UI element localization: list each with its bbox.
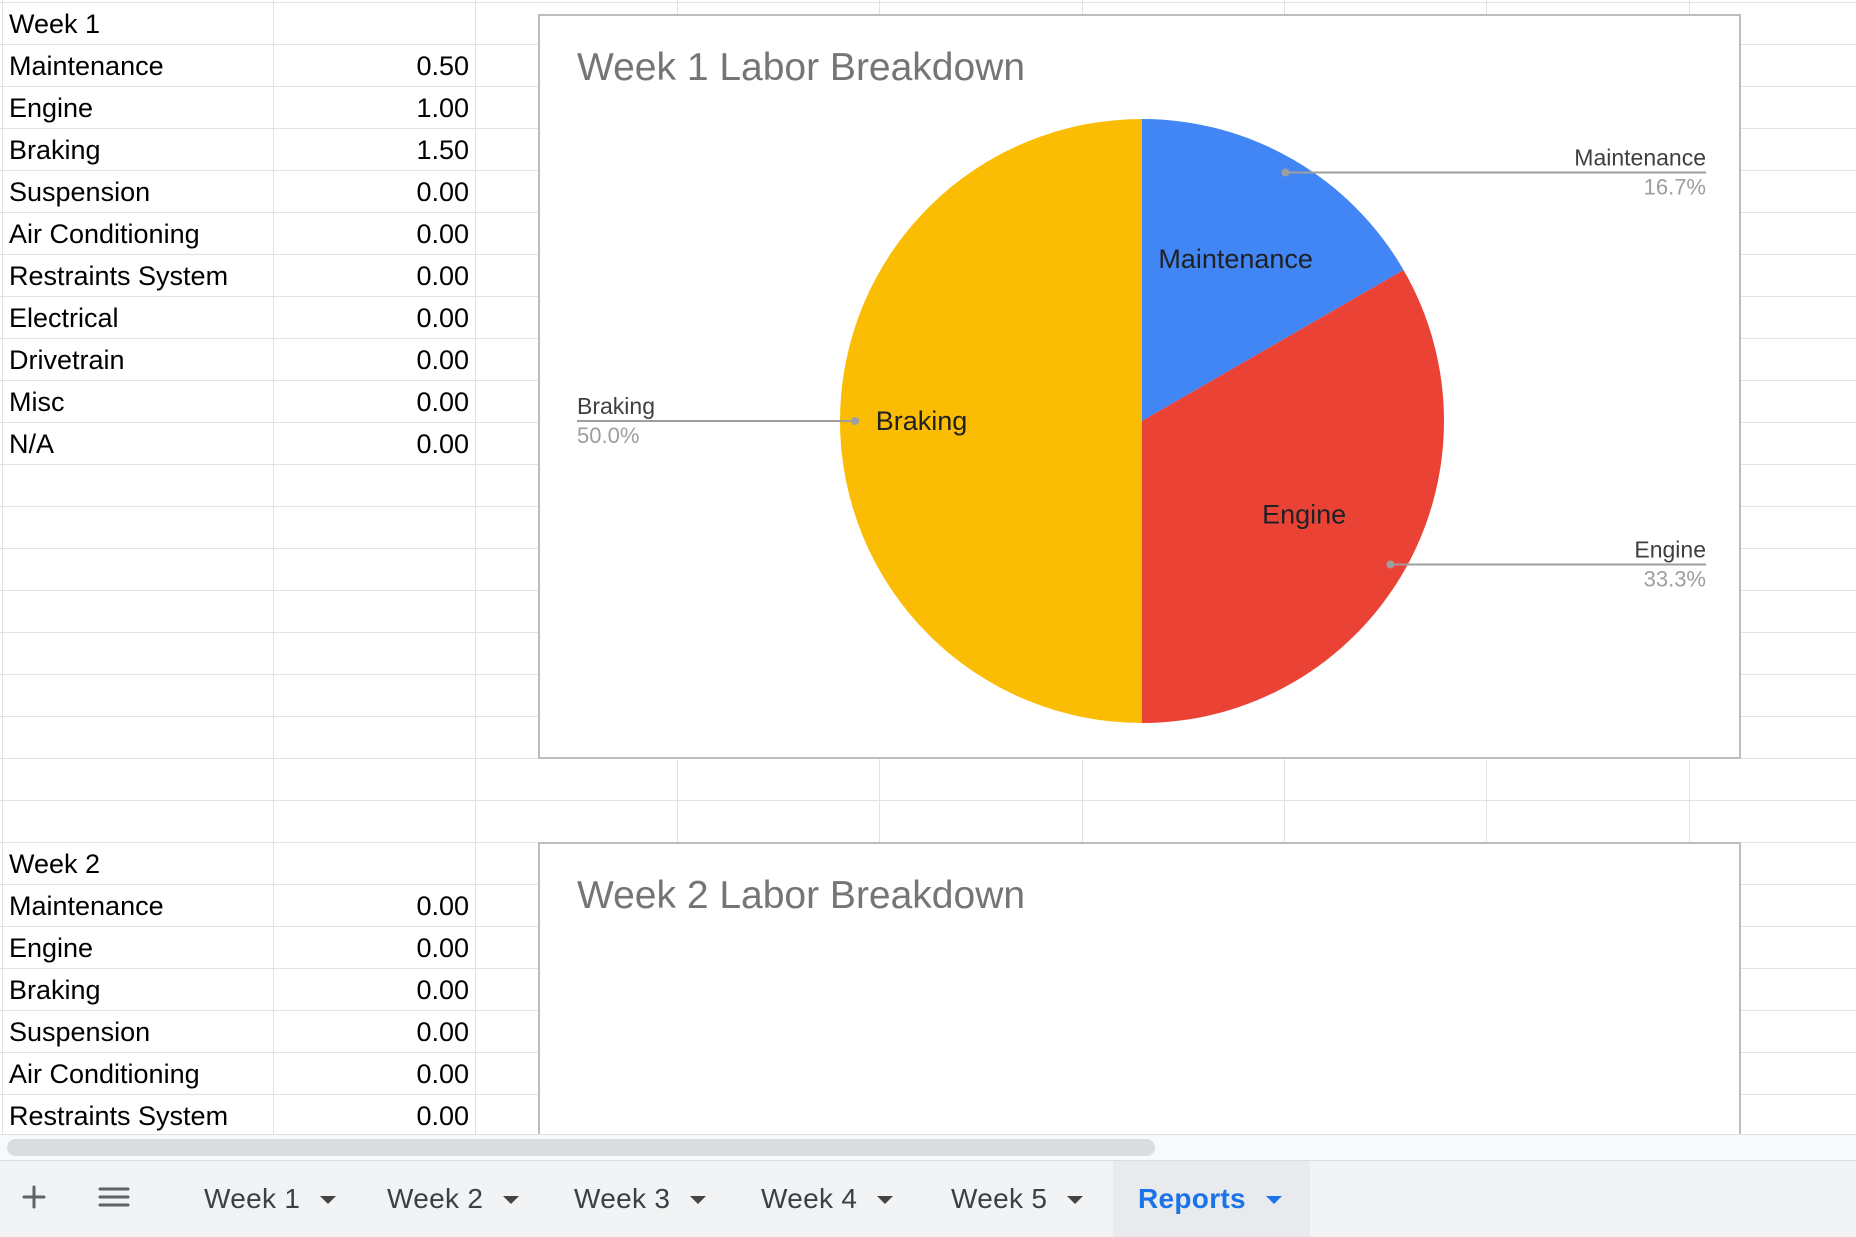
hamburger-menu-icon[interactable] <box>90 1173 138 1221</box>
leader-dot <box>1281 168 1290 177</box>
tab-label: Reports <box>1138 1183 1246 1214</box>
callout-name-braking: Braking <box>577 393 655 419</box>
week2-header[interactable]: Week 2 <box>9 849 101 879</box>
chart-title: Week 2 Labor Breakdown <box>577 874 1026 917</box>
tab-week-2[interactable]: Week 2 <box>387 1161 520 1237</box>
week2-label-restraints-system[interactable]: Restraints System <box>9 1101 229 1131</box>
tab-week-3[interactable]: Week 3 <box>574 1161 707 1237</box>
slice-label-engine: Engine <box>1262 500 1346 530</box>
week1-value-electrical[interactable]: 0.00 <box>416 303 469 333</box>
tab-label: Week 1 <box>204 1183 301 1214</box>
grid-line <box>475 0 476 1134</box>
week2-value-braking[interactable]: 0.00 <box>416 975 469 1005</box>
callout-percent-maintenance: 16.7% <box>1644 175 1706 200</box>
plus-icon[interactable] <box>10 1173 58 1221</box>
week2-value-restraints-system[interactable]: 0.00 <box>416 1101 469 1131</box>
tab-reports[interactable]: Reports <box>1113 1161 1310 1237</box>
week1-value-engine[interactable]: 1.00 <box>416 93 469 123</box>
week1-label-drivetrain[interactable]: Drivetrain <box>9 345 125 375</box>
week1-value-braking[interactable]: 1.50 <box>416 135 469 165</box>
week1-label-misc[interactable]: Misc <box>9 387 65 417</box>
week1-value-drivetrain[interactable]: 0.00 <box>416 345 469 375</box>
pie-slice-braking[interactable] <box>840 119 1142 723</box>
week2-label-engine[interactable]: Engine <box>9 933 94 963</box>
chevron-down-icon[interactable] <box>690 1196 707 1204</box>
week1-value-air-conditioning[interactable]: 0.00 <box>416 219 469 249</box>
week2-value-maintenance[interactable]: 0.00 <box>416 891 469 921</box>
week1-label-restraints-system[interactable]: Restraints System <box>9 261 229 291</box>
tab-week-4[interactable]: Week 4 <box>761 1161 894 1237</box>
week1-pie-chart[interactable]: Week 1 Labor Breakdown Maintenance Mainte… <box>538 14 1741 759</box>
week2-label-braking[interactable]: Braking <box>9 975 101 1005</box>
grid-line <box>273 0 274 1134</box>
chart-title: Week 1 Labor Breakdown <box>577 46 1026 89</box>
slice-label-maintenance: Maintenance <box>1158 244 1313 274</box>
slice-label-braking: Braking <box>876 406 968 436</box>
pie-slice-maintenance[interactable] <box>1142 119 1404 421</box>
week1-label-electrical[interactable]: Electrical <box>9 303 119 333</box>
week1-value-suspension[interactable]: 0.00 <box>416 177 469 207</box>
week2-label-maintenance[interactable]: Maintenance <box>9 891 164 921</box>
grid-line <box>0 2 1856 3</box>
callout-name-engine: Engine <box>1634 536 1706 562</box>
tab-label: Week 5 <box>951 1183 1048 1214</box>
week2-pie-chart[interactable]: Week 2 Labor Breakdown <box>538 842 1741 1134</box>
week1-label-air-conditioning[interactable]: Air Conditioning <box>9 219 200 249</box>
pie-chart-svg: Maintenance Maintenance 16.7% Engine Engine 3… <box>577 119 1706 723</box>
week1-value-restraints-system[interactable]: 0.00 <box>416 261 469 291</box>
week1-label-braking[interactable]: Braking <box>9 135 101 165</box>
sheet-tab-bar: Week 1 Week 2 Week 3 Week 4 Week 5 Repor… <box>0 1160 1856 1237</box>
tab-week-5[interactable]: Week 5 <box>951 1161 1084 1237</box>
week1-value-misc[interactable]: 0.00 <box>416 387 469 417</box>
week2-value-engine[interactable]: 0.00 <box>416 933 469 963</box>
week1-header[interactable]: Week 1 <box>9 9 101 39</box>
tab-week-1[interactable]: Week 1 <box>204 1161 337 1237</box>
leader-dot <box>1386 560 1395 569</box>
tab-label: Week 2 <box>387 1183 484 1214</box>
leader-dot <box>851 417 860 425</box>
scrollbar-thumb[interactable] <box>7 1139 1155 1156</box>
callout-percent-braking: 50.0% <box>577 423 639 448</box>
sheet-grid[interactable]: Week 1 Maintenance 0.50 Engine 1.00 Brak… <box>0 0 1856 1134</box>
chevron-down-icon[interactable] <box>877 1196 894 1204</box>
week1-label-na[interactable]: N/A <box>9 429 55 459</box>
week2-label-air-conditioning[interactable]: Air Conditioning <box>9 1059 200 1089</box>
callout-name-maintenance: Maintenance <box>1574 145 1706 171</box>
week1-value-na[interactable]: 0.00 <box>416 429 469 459</box>
chevron-down-icon[interactable] <box>1265 1196 1282 1204</box>
week1-value-maintenance[interactable]: 0.50 <box>416 51 469 81</box>
week2-label-suspension[interactable]: Suspension <box>9 1017 151 1047</box>
tab-label: Week 4 <box>761 1183 858 1214</box>
grid-line <box>0 800 1856 801</box>
week1-label-suspension[interactable]: Suspension <box>9 177 151 207</box>
week1-label-maintenance[interactable]: Maintenance <box>9 51 164 81</box>
chevron-down-icon[interactable] <box>1067 1196 1084 1204</box>
grid-line <box>2 0 3 1134</box>
chevron-down-icon[interactable] <box>503 1196 520 1204</box>
week2-value-suspension[interactable]: 0.00 <box>416 1017 469 1047</box>
horizontal-scrollbar[interactable] <box>0 1134 1856 1161</box>
callout-percent-engine: 33.3% <box>1644 566 1706 591</box>
week2-value-air-conditioning[interactable]: 0.00 <box>416 1059 469 1089</box>
pie-slice-engine[interactable] <box>1142 270 1444 723</box>
tab-label: Week 3 <box>574 1183 671 1214</box>
chevron-down-icon[interactable] <box>320 1196 337 1204</box>
week1-label-engine[interactable]: Engine <box>9 93 94 123</box>
